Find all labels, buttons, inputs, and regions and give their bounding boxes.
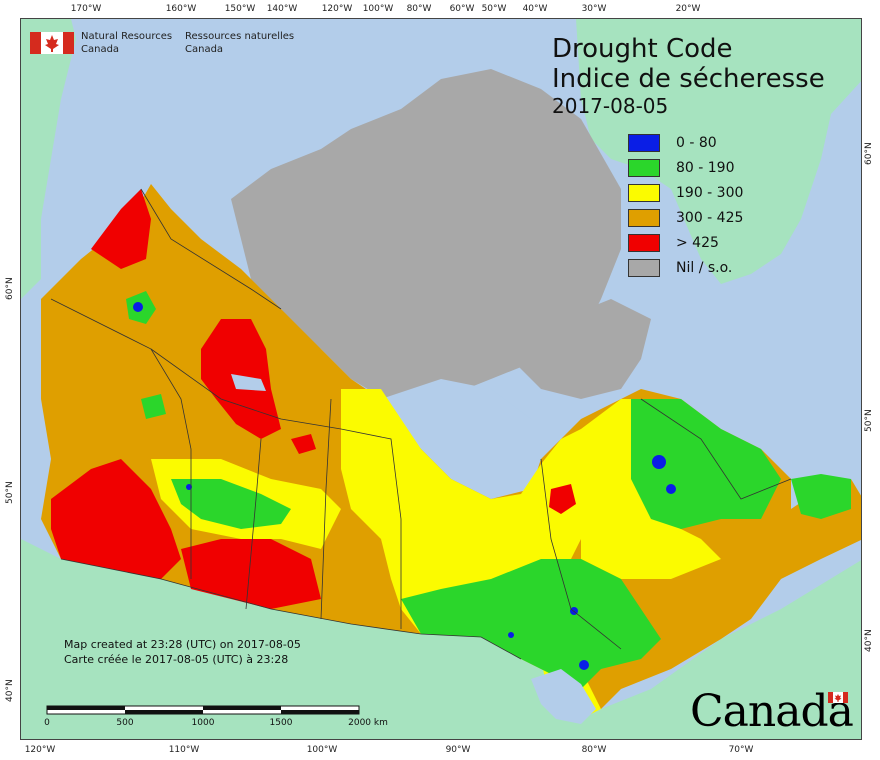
green-quebec-north [631,399,781,529]
border-manitoba-ontario [340,428,402,629]
scale-label: 0 [44,718,50,728]
legend-label: 0 - 80 [676,135,717,151]
great-slave-lake [231,374,266,391]
agency-en-line2: Canada [81,44,120,55]
scale-bar-graphic [46,705,360,715]
tick-top: 80°W [406,4,432,14]
alaska-landmass [21,19,76,299]
tick-bottom: 80°W [581,745,607,755]
blue-ontario-spot-2 [579,660,589,670]
scale-label: 1000 [191,718,215,728]
legend-label: 300 - 425 [676,210,744,226]
credit-en: Map created at 23:28 (UTC) on 2017-08-05 [64,638,301,651]
tick-right: 50°N [864,409,874,432]
legend-label: 190 - 300 [676,185,744,201]
tick-right: 60°N [864,142,874,165]
blue-quebec-spot-1 [652,455,666,469]
legend-label: Nil / s.o. [676,260,733,276]
tick-top: 160°W [165,4,197,14]
agency-en-line1: Natural Resources [81,31,173,42]
tick-bottom: 70°W [728,745,754,755]
green-prairie [171,479,291,529]
red-james-bay [549,484,576,514]
red-alaska-border [91,189,151,269]
border-bc-alberta [50,298,192,579]
map-date: 2017-08-05 [552,94,669,118]
scale-label: 1500 [269,718,293,728]
blue-prairie-spot [186,484,192,490]
tick-right: 40°N [864,629,874,652]
border-yukon-nwt [140,188,282,310]
agency-fr-line1: Ressources naturelles [185,31,295,42]
provincial-borders [50,188,792,660]
tick-top: 150°W [224,4,256,14]
tick-top: 60°W [449,4,475,14]
tick-top: 100°W [362,4,394,14]
legend-swatch [628,209,660,227]
wordmark-flag-icon [828,692,848,703]
tick-bottom: 90°W [445,745,471,755]
tick-bottom: 100°W [306,745,338,755]
legend-swatch [628,259,660,277]
tick-top: 170°W [70,4,102,14]
red-nwt-spot [291,434,316,454]
border-us-canada [60,558,522,660]
blue-quebec-spot-2 [666,484,676,494]
border-quebec-labrador [640,398,792,500]
tick-bottom: 110°W [168,745,200,755]
green-bc-spot [141,394,166,419]
baffin-island [501,299,651,399]
greenland-landmass [576,19,861,284]
red-alberta-south [181,539,321,609]
canada-flag-icon [30,32,74,54]
tick-top: 30°W [581,4,607,14]
usa-landmass [21,539,861,739]
tick-top: 140°W [266,4,298,14]
blue-yukon-spot [133,302,143,312]
border-60n [150,348,342,430]
scale-label: 2000 km [348,718,388,728]
red-bc-south [51,459,181,579]
tick-top: 20°W [675,4,701,14]
tick-bottom: 120°W [24,745,56,755]
blue-ontario-spot-3 [508,632,514,638]
border-ontario-quebec [540,458,622,650]
arctic-islands [231,69,621,409]
credit-fr: Carte créée le 2017-08-05 (UTC) à 23:28 [64,653,289,666]
border-alberta-sask [245,438,262,610]
scale-label: 500 [116,718,134,728]
canada-wordmark: Canada [690,686,854,737]
scale-bar: 0 500 1000 1500 2000 km [44,704,388,734]
legend-swatch [628,159,660,177]
border-sask-manitoba [320,398,332,620]
tick-top: 120°W [321,4,353,14]
green-ontario [401,559,661,689]
map-svg [21,19,861,739]
great-lakes [531,669,596,724]
legend-swatch [628,184,660,202]
legend-swatch [628,134,660,152]
legend-label: 80 - 190 [676,160,735,176]
agency-fr-line2: Canada [185,44,224,55]
map-title-en: Drought Code [552,34,733,64]
tick-top: 50°W [481,4,507,14]
hudson-bay-water [381,379,541,499]
map-title-fr: Indice de sécheresse [552,64,825,94]
legend-label: > 425 [676,235,719,251]
green-newfoundland [791,474,851,519]
tick-top: 40°W [522,4,548,14]
drought-map [20,18,862,740]
legend-swatch [628,234,660,252]
